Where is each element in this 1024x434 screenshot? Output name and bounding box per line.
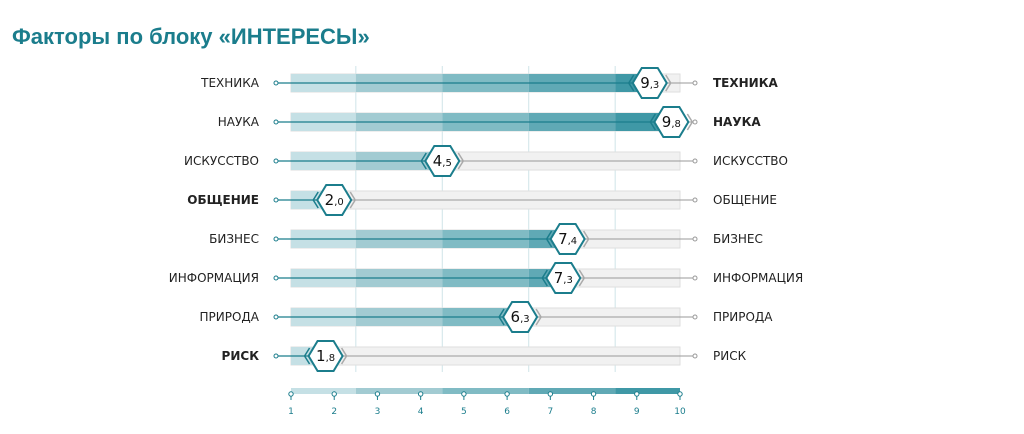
tick-dot bbox=[677, 391, 683, 397]
chevron-left-icon bbox=[545, 230, 553, 248]
end-dot bbox=[692, 353, 698, 359]
tick-dot bbox=[331, 391, 337, 397]
chevron-left-icon bbox=[649, 113, 656, 131]
tick-dot bbox=[590, 391, 597, 397]
value-label: 7,4 bbox=[558, 230, 577, 248]
value-label: 9,8 bbox=[662, 113, 681, 131]
bar-row: 6,3 ПРИРОДА ПРИРОДА bbox=[199, 301, 773, 333]
axis-band bbox=[291, 388, 356, 394]
start-dot bbox=[273, 314, 279, 320]
chevron-right-icon bbox=[582, 230, 590, 248]
category-label-right: РИСК bbox=[713, 349, 747, 363]
end-dot bbox=[692, 158, 698, 164]
value-hexagon bbox=[501, 301, 539, 333]
end-dot bbox=[692, 119, 698, 125]
chevron-right-icon bbox=[578, 269, 586, 287]
tick-dot bbox=[417, 391, 424, 397]
start-dot bbox=[273, 80, 279, 86]
bar-row: 7,3 ИНФОРМАЦИЯ ИНФОРМАЦИЯ bbox=[169, 262, 803, 294]
category-label-left: РИСК bbox=[222, 349, 260, 363]
value-hexagon bbox=[653, 106, 690, 138]
axis-band bbox=[528, 388, 616, 394]
value-hexagon bbox=[424, 145, 461, 177]
chevron-right-icon bbox=[665, 74, 672, 92]
category-label-right: ИСКУССТВО bbox=[713, 154, 788, 168]
tick-label: 7 bbox=[547, 407, 553, 417]
chevron-right-icon bbox=[340, 347, 348, 365]
start-dot bbox=[273, 197, 279, 203]
start-dot bbox=[273, 158, 279, 164]
end-dot bbox=[692, 80, 698, 86]
tick-dot bbox=[288, 391, 294, 397]
chevron-right-icon bbox=[457, 152, 465, 170]
end-dot bbox=[692, 197, 698, 203]
category-label-right: ТЕХНИКА bbox=[713, 76, 779, 90]
tick-label: 5 bbox=[461, 407, 467, 417]
end-dot bbox=[692, 314, 698, 320]
axis-band bbox=[442, 388, 529, 394]
value-hexagon bbox=[631, 67, 668, 99]
value-label: 1,8 bbox=[316, 347, 335, 365]
tick-label: 1 bbox=[288, 407, 294, 417]
chart-title: Факторы по блоку «ИНТЕРЕСЫ» bbox=[12, 24, 370, 49]
tick-label: 9 bbox=[634, 407, 640, 417]
chevron-right-icon bbox=[686, 113, 694, 131]
tick-label: 3 bbox=[375, 407, 381, 417]
tick-dot bbox=[504, 391, 510, 397]
category-label-right: ОБЩЕНИЕ bbox=[713, 193, 777, 207]
end-dot bbox=[692, 236, 698, 242]
start-dot bbox=[273, 119, 279, 125]
value-hexagon bbox=[545, 262, 582, 294]
category-label-right: ИНФОРМАЦИЯ bbox=[713, 271, 803, 285]
bar-row: 4,5 ИСКУССТВО ИСКУССТВО bbox=[184, 145, 788, 177]
tick-label: 10 bbox=[674, 407, 686, 417]
tick-label: 2 bbox=[331, 407, 337, 417]
end-dot bbox=[692, 275, 698, 281]
value-label: 4,5 bbox=[433, 152, 452, 170]
chevron-left-icon bbox=[303, 347, 311, 365]
start-dot bbox=[273, 353, 279, 359]
bar-row: 1,8 РИСК РИСК bbox=[222, 340, 747, 372]
chevron-right-icon bbox=[535, 308, 542, 326]
value-label: 6,3 bbox=[511, 308, 530, 326]
tick-dot bbox=[461, 391, 467, 397]
axis-band bbox=[615, 388, 680, 394]
tick-dot bbox=[374, 391, 381, 397]
chevron-left-icon bbox=[541, 269, 548, 287]
category-label-left: ПРИРОДА bbox=[199, 310, 259, 324]
tick-label: 8 bbox=[591, 407, 597, 417]
tick-label: 6 bbox=[504, 407, 510, 417]
bar-row: 2,0 ОБЩЕНИЕ ОБЩЕНИЕ bbox=[187, 184, 777, 216]
axis-band bbox=[355, 388, 443, 394]
category-label-right: ПРИРОДА bbox=[713, 310, 773, 324]
value-hexagon bbox=[316, 184, 353, 216]
bar-row: 9,8 НАУКА НАУКА bbox=[218, 106, 761, 138]
category-label-left: ИСКУССТВО bbox=[184, 154, 259, 168]
category-label-left: БИЗНЕС bbox=[209, 232, 259, 246]
category-label-left: ТЕХНИКА bbox=[200, 76, 260, 90]
value-label: 2,0 bbox=[325, 191, 344, 209]
category-label-left: НАУКА bbox=[218, 115, 260, 129]
bar-row: 9,3 ТЕХНИКА ТЕХНИКА bbox=[200, 67, 779, 99]
chevron-left-icon bbox=[498, 308, 505, 326]
chevron-left-icon bbox=[627, 74, 635, 92]
chevron-left-icon bbox=[420, 152, 427, 170]
chevron-right-icon bbox=[349, 191, 357, 209]
category-label-right: НАУКА bbox=[713, 115, 761, 129]
start-dot bbox=[273, 275, 279, 281]
chevron-left-icon bbox=[312, 191, 319, 209]
category-label-left: ИНФОРМАЦИЯ bbox=[169, 271, 259, 285]
value-hexagon bbox=[549, 223, 586, 255]
bar-row: 7,4 БИЗНЕС БИЗНЕС bbox=[209, 223, 763, 255]
category-label-left: ОБЩЕНИЕ bbox=[187, 193, 259, 207]
category-label-right: БИЗНЕС bbox=[713, 232, 763, 246]
tick-dot bbox=[547, 391, 554, 397]
value-hexagon bbox=[307, 340, 344, 372]
value-label: 9,3 bbox=[640, 74, 659, 92]
tick-dot bbox=[634, 391, 640, 397]
tick-label: 4 bbox=[418, 407, 424, 417]
start-dot bbox=[273, 236, 279, 242]
value-label: 7,3 bbox=[554, 269, 573, 287]
